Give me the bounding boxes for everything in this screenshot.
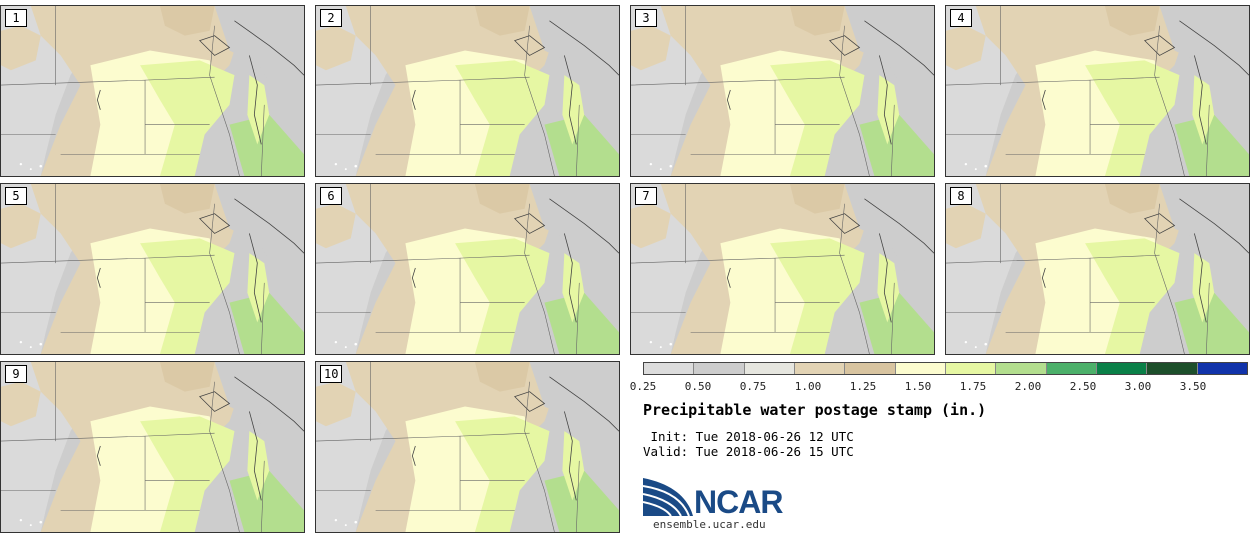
member-panel-7[interactable]: 7 [630, 183, 935, 355]
colorbar-swatch [845, 363, 896, 374]
member-number-label: 9 [5, 365, 27, 383]
member-panel-4[interactable]: 4 [945, 5, 1250, 177]
member-panel-9[interactable]: 9 [0, 361, 305, 533]
member-number-label: 2 [320, 9, 342, 27]
member-number-label: 3 [635, 9, 657, 27]
colorbar-swatch [1147, 363, 1198, 374]
colorbar-tick: 1.00 [794, 380, 822, 393]
colorbar-tick: 0.50 [684, 380, 712, 393]
colorbar-swatch [1046, 363, 1097, 374]
colorbar-tick: 0.75 [739, 380, 767, 393]
colorbar-tick: 2.50 [1069, 380, 1097, 393]
colorbar-tick: 3.50 [1179, 380, 1207, 393]
colorbar-tick: 0.25 [629, 380, 657, 393]
member-number-label: 7 [635, 187, 657, 205]
member-number-label: 6 [320, 187, 342, 205]
member-number-label: 5 [5, 187, 27, 205]
init-time: Init: Tue 2018-06-26 12 UTC [643, 429, 854, 444]
ncar-logo-icon [643, 476, 693, 517]
colorbar-tick: 1.25 [849, 380, 877, 393]
pwat-map [1, 6, 304, 176]
colorbar-tick: 1.75 [959, 380, 987, 393]
logo-wordmark: NCAR [694, 484, 783, 520]
colorbar-swatch [694, 363, 745, 374]
pwat-map [316, 6, 619, 176]
colorbar-swatch [644, 363, 695, 374]
logo-url: ensemble.ucar.edu [653, 518, 766, 531]
member-number-label: 4 [950, 9, 972, 27]
colorbar-tick: 1.50 [904, 380, 932, 393]
member-panel-8[interactable]: 8 [945, 183, 1250, 355]
pwat-map [631, 184, 934, 354]
pwat-map [631, 6, 934, 176]
pwat-map [946, 184, 1249, 354]
pwat-map [316, 184, 619, 354]
member-panel-1[interactable]: 1 [0, 5, 305, 177]
member-number-label: 10 [320, 365, 343, 383]
colorbar-swatch [945, 363, 997, 374]
colorbar-tick: 3.00 [1124, 380, 1152, 393]
member-number-label: 8 [950, 187, 972, 205]
pwat-map [1, 184, 304, 354]
member-panel-3[interactable]: 3 [630, 5, 935, 177]
colorbar [643, 362, 1248, 375]
product-title: Precipitable water postage stamp (in.) [643, 401, 987, 419]
valid-time: Valid: Tue 2018-06-26 15 UTC [643, 444, 854, 459]
colorbar-swatch [996, 363, 1047, 374]
colorbar-swatch [1197, 363, 1247, 374]
member-panel-6[interactable]: 6 [315, 183, 620, 355]
colorbar-tick: 2.00 [1014, 380, 1042, 393]
colorbar-swatch [1096, 363, 1148, 374]
pwat-map [1, 362, 304, 532]
pwat-map [316, 362, 619, 532]
colorbar-swatch [895, 363, 946, 374]
member-number-label: 1 [5, 9, 27, 27]
pwat-map [946, 6, 1249, 176]
colorbar-swatch [744, 363, 795, 374]
member-panel-5[interactable]: 5 [0, 183, 305, 355]
member-panel-2[interactable]: 2 [315, 5, 620, 177]
member-panel-10[interactable]: 10 [315, 361, 620, 533]
colorbar-swatch [794, 363, 846, 374]
